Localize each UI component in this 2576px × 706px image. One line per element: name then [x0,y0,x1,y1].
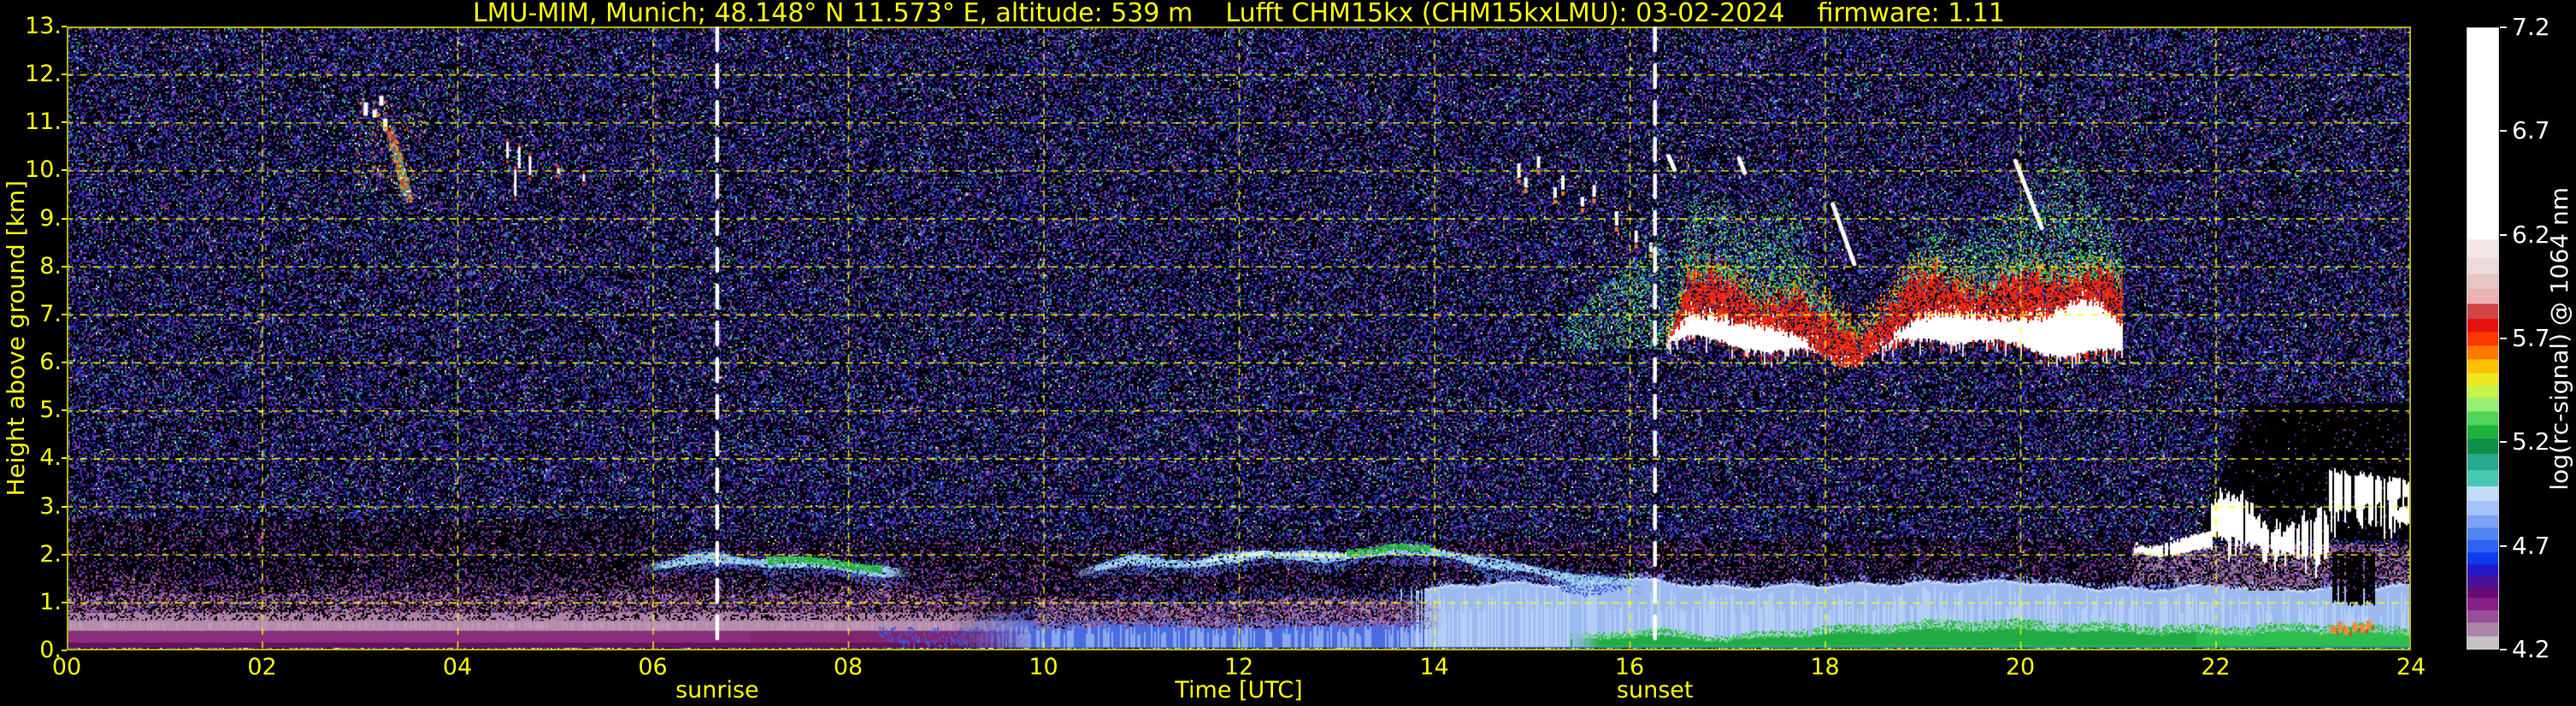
y-tick-mark [62,265,67,268]
y-tick-mark [62,553,67,556]
y-tick-label: 6. [39,349,62,376]
y-tick-mark [62,121,67,124]
x-tick-label: 22 [2201,654,2231,680]
colorbar-tick-mark [2500,233,2507,236]
x-tick-label: 24 [2396,654,2426,680]
colorbar-tick-label: 7.2 [2512,13,2550,41]
y-tick-label: 4. [39,444,62,472]
x-tick-label: 18 [1810,654,1840,680]
y-tick-label: 7. [39,300,62,327]
y-tick-mark [62,217,67,220]
y-tick-label: 10. [25,156,62,184]
x-tick-label: 06 [638,654,668,680]
backscatter-heatmap [67,26,2411,650]
y-tick-label: 11. [25,109,62,136]
colorbar-tick-label: 4.2 [2512,635,2550,663]
colorbar-tick-mark [2500,441,2507,444]
y-tick-label: 5. [39,397,62,424]
y-tick-label: 3. [39,492,62,520]
colorbar-tick-label: 5.2 [2512,427,2550,456]
x-tick-label: 08 [833,654,864,680]
y-tick-mark [62,74,67,76]
y-tick-mark [62,650,67,651]
sunset-label: sunset [1616,677,1694,703]
y-tick-label: 0. [39,637,62,663]
plot-title: LMU-MIM, Munich; 48.148° N 11.573° E, al… [473,0,2005,28]
x-tick-label: 04 [442,654,473,680]
colorbar-tick-mark [2500,544,2507,547]
colorbar-tick-mark [2500,130,2507,132]
colorbar-tick-label: 4.7 [2512,531,2550,560]
y-tick-label: 1. [39,588,62,615]
x-tick-label: 10 [1029,654,1058,680]
colorbar-tick-label: 5.7 [2512,324,2550,352]
colorbar-tick-label: 6.7 [2512,116,2550,145]
colorbar-label: log(rc-signal) @ 1064 nm [2544,186,2573,491]
colorbar-tick-mark [2500,338,2507,339]
x-tick-label: 14 [1419,654,1449,680]
y-tick-label: 12. [25,61,62,88]
colorbar-tick-label: 6.2 [2512,220,2550,249]
colorbar-label-wrap: log(rc-signal) @ 1064 nm [2543,27,2575,650]
x-tick-label: 12 [1223,654,1254,680]
y-tick-mark [62,26,67,27]
y-tick-mark [62,169,67,172]
y-tick-mark [62,362,67,364]
y-tick-mark [62,409,67,412]
colorbar-tick-mark [2500,649,2507,650]
x-axis-label: Time [UTC] [1175,677,1303,703]
sunrise-label: sunrise [675,677,759,703]
y-tick-label: 2. [39,540,62,568]
colorbar [2467,27,2499,650]
y-tick-mark [62,457,67,460]
x-tick-label: 02 [247,654,277,680]
x-tick-label: 20 [2005,654,2036,680]
x-tick-label: 16 [1614,654,1645,680]
colorbar-tick-mark [2500,26,2507,28]
y-tick-label: 13. [25,13,62,39]
x-tick-label: 00 [51,654,82,680]
y-tick-label: 9. [39,204,62,232]
y-tick-mark [62,505,67,508]
y-tick-mark [62,601,67,603]
y-tick-mark [62,313,67,315]
y-tick-label: 8. [39,252,62,279]
